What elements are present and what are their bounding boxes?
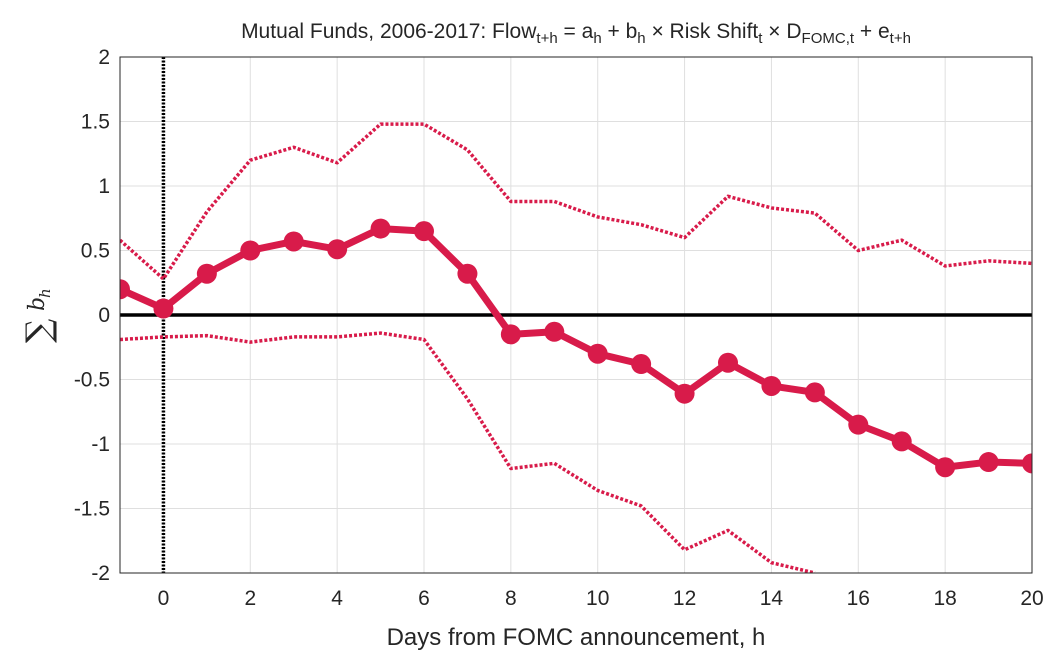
point <box>500 324 521 345</box>
point <box>370 218 391 239</box>
point <box>1022 453 1032 474</box>
x-tick-label: 4 <box>331 587 343 610</box>
point <box>761 375 782 396</box>
y-tick-label: 1.5 <box>81 111 110 134</box>
chart-title: Mutual Funds, 2006-2017: Flowt+h = ah + … <box>241 20 911 47</box>
point <box>674 383 695 404</box>
point <box>457 263 478 284</box>
point <box>848 414 869 435</box>
title-part: + b <box>602 20 638 43</box>
x-axis-label: Days from FOMC announcement, h <box>387 624 766 651</box>
title-part: + e <box>854 20 890 43</box>
y-label-b: b <box>25 297 50 311</box>
title-part: × D <box>762 20 801 43</box>
x-tick-label: 8 <box>505 587 517 610</box>
x-tick-label: 14 <box>760 587 784 610</box>
x-tick-label: 0 <box>158 587 170 610</box>
x-tick-label: 20 <box>1020 587 1043 610</box>
x-tick-label: 2 <box>244 587 256 610</box>
x-tick-label: 10 <box>586 587 609 610</box>
point <box>327 239 348 260</box>
y-tick-label: 2 <box>98 46 110 69</box>
title-subscript: t+h <box>890 30 911 47</box>
series-group <box>120 122 1032 573</box>
point <box>631 354 652 375</box>
x-tick-label: 16 <box>847 587 870 610</box>
point <box>891 431 912 452</box>
point <box>120 279 130 300</box>
estimate-line <box>120 225 1032 471</box>
point <box>153 298 174 319</box>
band-line <box>120 122 1032 281</box>
point <box>544 321 565 342</box>
point <box>804 382 825 403</box>
point <box>587 343 608 364</box>
y-label-sub: h <box>36 288 54 298</box>
title-part: = a <box>558 20 594 43</box>
plot-border <box>119 56 1033 574</box>
point <box>935 457 956 478</box>
point <box>283 231 304 252</box>
point <box>196 263 217 284</box>
x-tick-label: 18 <box>933 587 956 610</box>
y-tick-label: -1.5 <box>74 498 110 521</box>
y-tick-label: 1 <box>98 175 110 198</box>
y-tick-label: 0 <box>98 304 110 327</box>
title-subscript: h <box>593 30 601 47</box>
title-subscript: t+h <box>536 30 557 47</box>
title-subscript: t <box>758 30 763 47</box>
point <box>240 240 261 261</box>
y-tick-label: -0.5 <box>74 369 110 392</box>
y-tick-label: 0.5 <box>81 240 110 263</box>
band-line <box>120 331 816 573</box>
y-tick-label: -1 <box>91 433 110 456</box>
y-axis-label: ∑ b h <box>19 288 59 343</box>
y-label-sum: ∑ <box>19 319 59 343</box>
point <box>414 221 434 242</box>
title-subscript: FOMC,t <box>802 30 855 47</box>
title-part: Mutual Funds, 2006-2017: Flow <box>241 20 537 43</box>
point <box>718 352 738 373</box>
point <box>978 452 999 473</box>
x-tick-label: 12 <box>673 587 696 610</box>
y-tick-label: -2 <box>91 562 110 585</box>
x-tick-label: 6 <box>418 587 430 610</box>
title-part: × Risk Shift <box>646 20 759 43</box>
title-subscript: h <box>637 30 645 47</box>
